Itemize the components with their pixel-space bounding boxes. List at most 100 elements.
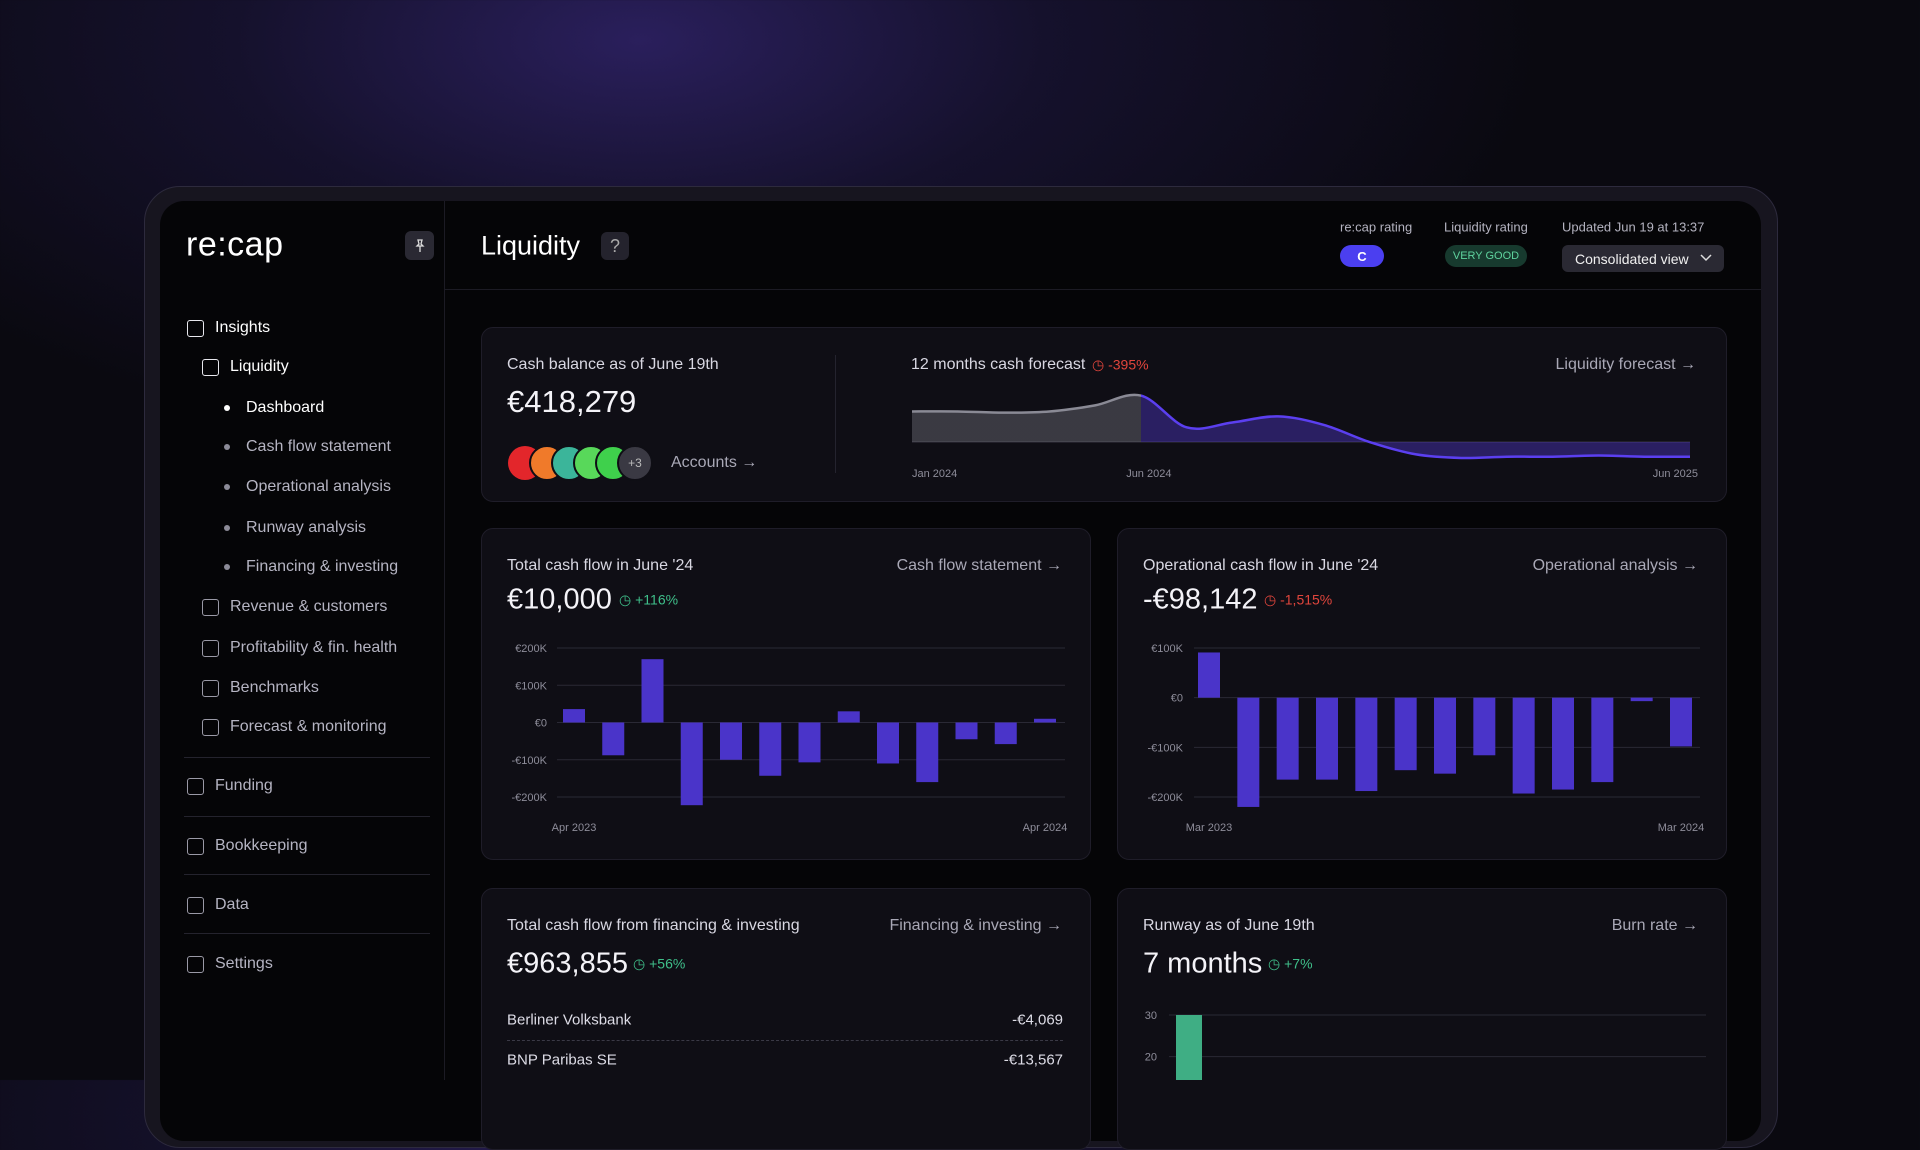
nav-item[interactable]: Dashboard — [246, 399, 325, 416]
nav-item[interactable]: Financing & investing — [246, 558, 399, 575]
operational-change: ◷ -1,515% — [1264, 591, 1333, 608]
nav-icon — [187, 838, 204, 855]
bar — [1552, 697, 1574, 790]
bar — [680, 722, 703, 806]
bar — [798, 722, 821, 763]
pin-button[interactable] — [405, 231, 434, 260]
operational-headline: -€98,142 — [1143, 583, 1258, 616]
total-change-text: +116% — [635, 591, 679, 608]
y-tick-label: -€200K — [512, 792, 548, 804]
nav-item[interactable]: Insights — [215, 319, 271, 336]
bar — [1394, 697, 1417, 771]
nav-item[interactable]: Liquidity — [230, 358, 289, 375]
liquidity-rating-badge: VERY GOOD — [1445, 245, 1527, 267]
accounts-link-text: Accounts — [671, 454, 737, 471]
forecast-title: 12 months cash forecast — [911, 356, 1086, 373]
nav-item[interactable]: Operational analysis — [246, 478, 391, 495]
y-tick-label: €100K — [515, 680, 547, 692]
financing-change-text: +56% — [649, 955, 686, 972]
bar — [994, 722, 1017, 745]
total-link[interactable]: Cash flow statement → — [896, 557, 1062, 574]
bar — [1237, 697, 1260, 807]
bar — [1591, 697, 1614, 783]
nav-bullet — [224, 525, 230, 531]
bar — [602, 722, 625, 756]
x-tick-label: Jan 2024 — [912, 468, 957, 480]
operational-link-text: Operational analysis — [1532, 557, 1678, 574]
bar — [1473, 697, 1496, 756]
nav-bullet — [224, 484, 230, 490]
brand-logo[interactable]: re:cap — [186, 225, 284, 264]
forecast-link-text: Liquidity forecast — [1555, 356, 1676, 373]
recap-rating-badge: C — [1340, 245, 1384, 267]
runway-headline: 7 months — [1143, 947, 1263, 980]
nav-item[interactable]: Cash flow statement — [246, 438, 391, 455]
row-label: Berliner Volksbank — [507, 1011, 632, 1029]
runway-change: ◷ +7% — [1268, 955, 1313, 972]
bank-icons: +3 — [508, 445, 653, 481]
y-tick-label: 30 — [1145, 1010, 1157, 1022]
charts-layer: Jan 2024 Jun 2024 Jun 2025 €200K €100K €0 -€10… — [512, 393, 1706, 1080]
financing-change: ◷ +56% — [633, 955, 686, 972]
x-tick-label: Apr 2024 — [1023, 822, 1068, 834]
y-tick-label: -€200K — [1148, 792, 1184, 804]
nav-icon — [202, 719, 219, 736]
bar — [720, 722, 742, 760]
runway-change-text: +7% — [1284, 955, 1313, 972]
nav-icon — [202, 359, 219, 376]
y-tick-label: 20 — [1145, 1052, 1157, 1064]
forecast-link[interactable]: Liquidity forecast → — [1555, 356, 1696, 373]
nav-bullet — [224, 405, 230, 411]
nav-divider — [184, 874, 430, 875]
y-tick-label: -€100K — [1148, 742, 1184, 754]
nav-divider — [184, 757, 430, 758]
forecast-line — [911, 393, 1691, 460]
pin-icon — [414, 238, 425, 252]
view-dropdown-label: Consolidated view — [1575, 250, 1689, 267]
nav-icon — [187, 320, 204, 337]
nav-icon — [202, 599, 219, 616]
bar — [955, 722, 978, 740]
nav-item[interactable]: Funding — [215, 777, 273, 794]
nav-item[interactable]: Runway analysis — [246, 519, 367, 536]
financing-title: Total cash flow from financing & investi… — [507, 917, 800, 934]
bar — [1198, 652, 1220, 698]
nav-item[interactable]: Benchmarks — [230, 679, 319, 696]
financing-headline: €963,855 — [507, 947, 628, 980]
y-tick-label: €0 — [1171, 693, 1183, 705]
bar — [837, 711, 860, 723]
financing-link-text: Financing & investing — [889, 917, 1042, 934]
nav-item[interactable]: Bookkeeping — [215, 837, 308, 854]
bar — [563, 709, 585, 723]
liquidity-rating-label: Liquidity rating — [1444, 219, 1528, 235]
chevron — [1700, 254, 1712, 262]
view-dropdown[interactable]: Consolidated view — [1562, 245, 1724, 272]
bar — [1276, 697, 1299, 780]
nav-item[interactable]: Profitability & fin. health — [230, 639, 398, 656]
x-tick-label: Mar 2023 — [1186, 822, 1232, 834]
sidebar-divider — [444, 201, 445, 1080]
nav-item[interactable]: Data — [215, 896, 249, 913]
bar — [1034, 718, 1056, 723]
operational-title: Operational cash flow in June '24 — [1143, 557, 1379, 574]
y-tick-label: €0 — [535, 718, 547, 730]
cash-balance-value: €418,279 — [507, 384, 637, 419]
runway-link-text: Burn rate — [1611, 917, 1678, 934]
operational-change-text: -1,515% — [1280, 591, 1333, 608]
bar — [1630, 697, 1653, 702]
y-tick-label: -€100K — [512, 755, 548, 767]
total-headline: €10,000 — [507, 583, 612, 616]
row-amount: -€4,069 — [1012, 1011, 1063, 1029]
financing-link[interactable]: Financing & investing → — [889, 917, 1062, 934]
nav-item[interactable]: Forecast & monitoring — [230, 718, 387, 735]
runway-link[interactable]: Burn rate → — [1611, 917, 1698, 934]
operational-link[interactable]: Operational analysis → — [1532, 557, 1698, 574]
nav-item[interactable]: Revenue & customers — [230, 598, 388, 615]
help-button[interactable]: ? — [601, 232, 629, 260]
nav-item[interactable]: Settings — [215, 955, 273, 972]
row-label: BNP Paribas SE — [507, 1051, 617, 1069]
bar — [1434, 697, 1456, 774]
row-amount: -€13,567 — [1003, 1051, 1063, 1069]
nav-icon — [187, 956, 204, 973]
accounts-link[interactable]: Accounts → — [671, 454, 758, 471]
